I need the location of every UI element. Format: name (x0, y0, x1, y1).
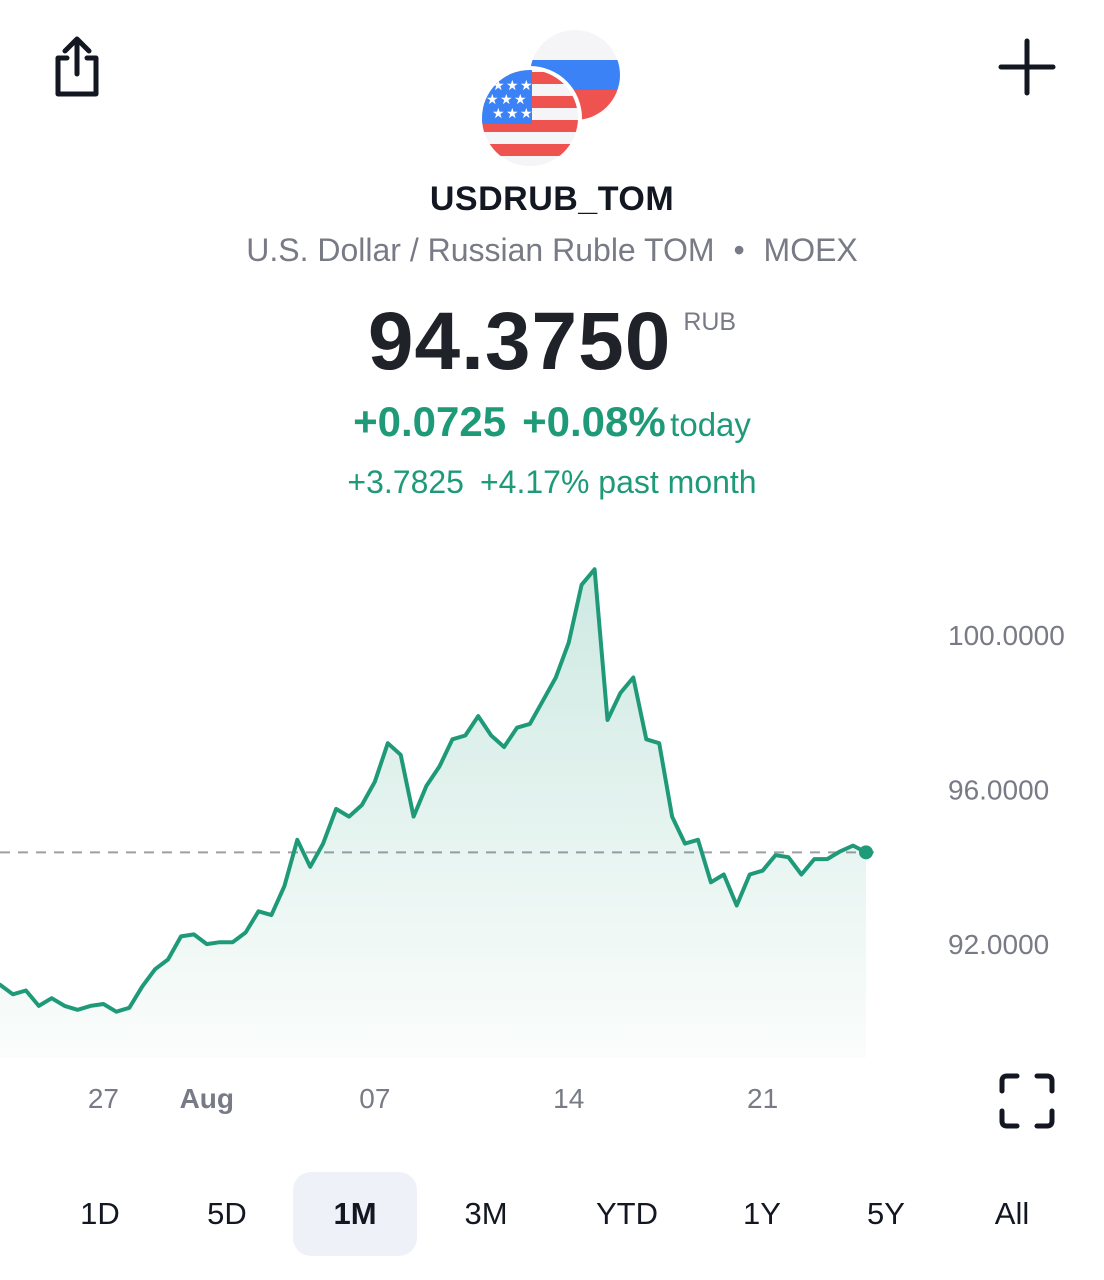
separator-dot: • (733, 232, 745, 268)
period-3m[interactable]: 3M (464, 1196, 508, 1231)
last-price-dot (859, 845, 873, 860)
change-month-pct: +4.17% (479, 464, 590, 500)
price-area (0, 569, 866, 1058)
symbol-title: USDRUB_TOM (429, 180, 675, 218)
instrument-description: U.S. Dollar / Russian Ruble TOM • MOEX (0, 232, 1104, 269)
svg-text:★: ★ (514, 92, 527, 108)
usa-flag-icon: ★ ★ ★ ★ ★ ★ ★ ★ ★ (482, 70, 578, 166)
x-axis: 27 Aug 07 14 21 (88, 1083, 778, 1114)
svg-text:★: ★ (520, 106, 533, 122)
period-selector: 1D 5D 1M 3M YTD 1Y 5Y All (0, 1172, 1104, 1256)
period-1d[interactable]: 1D (80, 1196, 120, 1231)
y-tick-label: 96.0000 (948, 775, 1049, 806)
y-axis: 100.0000 96.0000 92.0000 (948, 620, 1065, 960)
month-change: +3.7825 +4.17% past month (0, 464, 1104, 501)
price-row: 94.3750 RUB (0, 296, 1104, 388)
svg-text:★: ★ (520, 78, 533, 94)
today-change: +0.0725 +0.08% today (0, 398, 1104, 446)
x-tick-label: 21 (747, 1083, 778, 1114)
fullscreen-icon (999, 1073, 1055, 1129)
price-currency: RUB (683, 308, 737, 336)
price-line (0, 567, 868, 1014)
share-icon (55, 36, 99, 97)
period-all[interactable]: All (994, 1196, 1030, 1231)
period-5y[interactable]: 5Y (867, 1196, 905, 1231)
price-chart[interactable]: 100.0000 96.0000 92.0000 27 Aug 07 14 21 (0, 530, 1104, 1130)
y-tick-label: 100.0000 (948, 620, 1065, 651)
x-tick-label: 07 (359, 1083, 390, 1114)
period-5d[interactable]: 5D (207, 1196, 247, 1231)
plus-icon (998, 38, 1056, 96)
description-text: U.S. Dollar / Russian Ruble TOM (246, 232, 715, 268)
svg-text:★: ★ (486, 92, 499, 108)
add-to-watchlist-button[interactable] (990, 30, 1064, 104)
svg-text:★: ★ (500, 92, 513, 108)
svg-text:★: ★ (492, 106, 505, 122)
x-tick-label: Aug (180, 1083, 234, 1114)
change-month-abs: +3.7825 (347, 464, 464, 500)
svg-text:★: ★ (506, 106, 519, 122)
svg-text:★: ★ (506, 78, 519, 94)
y-tick-label: 92.0000 (948, 929, 1049, 960)
x-tick-label: 27 (88, 1083, 119, 1114)
x-tick-label: 14 (553, 1083, 584, 1114)
fullscreen-button[interactable] (992, 1066, 1062, 1136)
currency-pair-flags: ★ ★ ★ ★ ★ ★ ★ ★ ★ (480, 30, 620, 168)
change-today-pct: +0.08% (522, 398, 666, 445)
last-price: 94.3750 (367, 296, 672, 387)
share-button[interactable] (40, 30, 114, 104)
today-label: today (670, 406, 751, 443)
exchange-name: MOEX (763, 232, 858, 268)
change-today-abs: +0.0725 (353, 398, 507, 445)
period-1m[interactable]: 1M (293, 1172, 417, 1256)
period-1y[interactable]: 1Y (743, 1196, 781, 1231)
month-label: past month (598, 464, 757, 500)
period-ytd[interactable]: YTD (596, 1196, 658, 1231)
